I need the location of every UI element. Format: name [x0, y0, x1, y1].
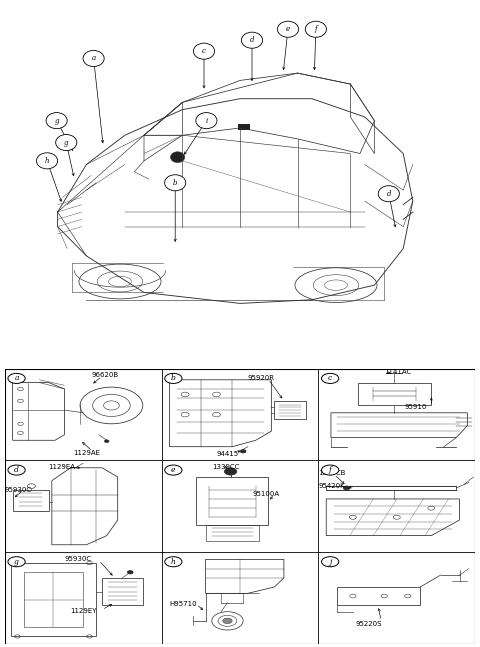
Circle shape	[165, 373, 182, 384]
Circle shape	[277, 21, 299, 38]
Circle shape	[56, 135, 77, 151]
Circle shape	[104, 440, 109, 443]
Circle shape	[127, 571, 133, 574]
Circle shape	[36, 153, 58, 169]
Text: b: b	[171, 375, 176, 382]
Text: c: c	[202, 47, 206, 55]
Text: b: b	[173, 179, 178, 187]
Text: 1129EY: 1129EY	[71, 608, 97, 614]
Circle shape	[8, 556, 25, 567]
Text: 1129AE: 1129AE	[73, 450, 100, 456]
Text: 96620B: 96620B	[91, 372, 118, 378]
Circle shape	[322, 556, 339, 567]
Circle shape	[223, 618, 232, 624]
Text: c: c	[328, 375, 332, 382]
Text: h: h	[171, 558, 176, 565]
Circle shape	[343, 486, 350, 490]
Text: i: i	[205, 116, 207, 125]
Circle shape	[8, 465, 25, 475]
Text: j: j	[329, 558, 331, 565]
Text: d: d	[386, 190, 391, 198]
Text: H95710: H95710	[169, 601, 197, 608]
Circle shape	[83, 50, 104, 67]
Text: e: e	[286, 25, 290, 33]
Text: 1129EA: 1129EA	[48, 464, 76, 470]
Circle shape	[8, 373, 25, 384]
Text: 95420K: 95420K	[318, 483, 345, 489]
Circle shape	[305, 21, 326, 38]
Text: d: d	[14, 466, 19, 474]
Text: f: f	[314, 25, 317, 33]
Circle shape	[165, 556, 182, 567]
Text: 95100A: 95100A	[252, 491, 280, 498]
Circle shape	[224, 468, 237, 475]
Circle shape	[170, 151, 185, 162]
Circle shape	[46, 113, 67, 129]
Text: 95930C: 95930C	[64, 556, 92, 562]
Text: 95930C: 95930C	[5, 487, 32, 493]
Circle shape	[165, 175, 186, 191]
Text: g: g	[14, 558, 19, 565]
Circle shape	[196, 113, 217, 129]
Text: 1339CC: 1339CC	[212, 464, 239, 470]
Text: h: h	[45, 157, 49, 165]
Text: f: f	[329, 466, 332, 474]
Circle shape	[241, 32, 263, 49]
Bar	[238, 124, 250, 130]
Text: 95220S: 95220S	[355, 620, 382, 626]
Circle shape	[378, 186, 399, 202]
Text: a: a	[92, 54, 96, 63]
Circle shape	[165, 465, 182, 475]
Circle shape	[322, 373, 339, 384]
Text: 95920R: 95920R	[248, 375, 275, 381]
Text: 94415: 94415	[216, 451, 239, 457]
Text: 1327CB: 1327CB	[318, 470, 346, 476]
Text: a: a	[14, 375, 19, 382]
Circle shape	[193, 43, 215, 60]
Text: g: g	[64, 138, 69, 147]
Text: e: e	[171, 466, 176, 474]
Text: 95910: 95910	[405, 404, 427, 410]
Circle shape	[322, 465, 339, 475]
Circle shape	[240, 450, 246, 453]
Text: 1141AC: 1141AC	[384, 369, 411, 375]
Text: d: d	[250, 36, 254, 44]
Text: g: g	[54, 116, 59, 125]
